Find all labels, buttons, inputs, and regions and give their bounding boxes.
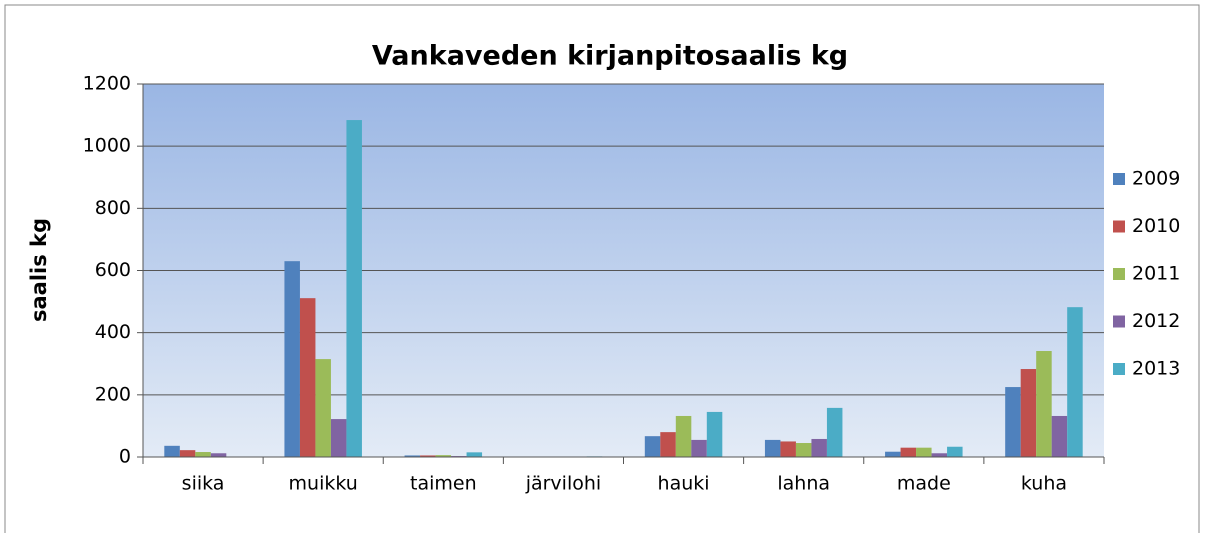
bar bbox=[795, 443, 812, 457]
bar bbox=[420, 455, 436, 457]
bar bbox=[764, 439, 781, 457]
bar bbox=[900, 447, 917, 457]
x-tick-label: siika bbox=[182, 473, 225, 495]
bar bbox=[644, 436, 661, 457]
bar bbox=[916, 447, 932, 457]
bar bbox=[780, 441, 796, 457]
bar bbox=[1051, 415, 1068, 457]
bar bbox=[435, 455, 452, 457]
y-tick-label: 800 bbox=[95, 197, 131, 219]
legend-label: 2012 bbox=[1132, 310, 1180, 332]
bar bbox=[1036, 351, 1052, 457]
x-tick-label: kuha bbox=[1021, 473, 1067, 495]
y-axis-label: saalis kg bbox=[27, 218, 51, 322]
legend-label: 2009 bbox=[1132, 168, 1180, 190]
bar bbox=[885, 451, 901, 457]
legend-label: 2011 bbox=[1132, 263, 1180, 285]
x-tick-label: lahna bbox=[777, 473, 830, 495]
bar bbox=[675, 415, 692, 457]
bar bbox=[931, 453, 948, 457]
bar bbox=[691, 439, 707, 457]
legend-swatch bbox=[1113, 173, 1125, 185]
bar bbox=[315, 359, 331, 457]
x-tick-label: taimen bbox=[410, 473, 477, 495]
bar bbox=[1005, 387, 1021, 457]
y-tick-label: 1000 bbox=[83, 135, 131, 157]
x-tick-label: made bbox=[897, 473, 951, 495]
legend-swatch bbox=[1113, 315, 1125, 328]
y-tick-label: 0 bbox=[119, 446, 131, 468]
bar bbox=[947, 446, 963, 457]
bar bbox=[660, 432, 676, 457]
x-tick-label: hauki bbox=[658, 473, 710, 495]
bar bbox=[164, 445, 180, 457]
bar bbox=[706, 411, 723, 457]
bar bbox=[330, 419, 347, 457]
legend-swatch bbox=[1113, 220, 1125, 233]
y-tick-label: 1200 bbox=[83, 73, 131, 95]
bar bbox=[811, 438, 827, 457]
y-tick-label: 200 bbox=[95, 383, 131, 405]
y-tick-label: 600 bbox=[95, 259, 131, 281]
bar bbox=[195, 452, 211, 457]
x-tick-label: järvilohi bbox=[525, 473, 601, 495]
x-tick-label: muikku bbox=[289, 473, 358, 495]
bar bbox=[826, 407, 843, 457]
bar bbox=[404, 455, 421, 457]
legend-label: 2010 bbox=[1132, 215, 1180, 237]
bar bbox=[210, 453, 227, 457]
bar bbox=[466, 452, 483, 457]
chart-title: Vankaveden kirjanpitosaalis kg bbox=[372, 41, 848, 72]
y-tick-label: 400 bbox=[95, 321, 131, 343]
bar bbox=[346, 120, 362, 457]
legend-swatch bbox=[1113, 363, 1125, 375]
bar bbox=[299, 298, 316, 457]
bar bbox=[1020, 369, 1037, 457]
legend-swatch bbox=[1113, 268, 1125, 280]
bar bbox=[179, 450, 196, 457]
legend-label: 2013 bbox=[1132, 358, 1180, 380]
bar bbox=[1067, 307, 1083, 457]
bar bbox=[284, 261, 300, 457]
